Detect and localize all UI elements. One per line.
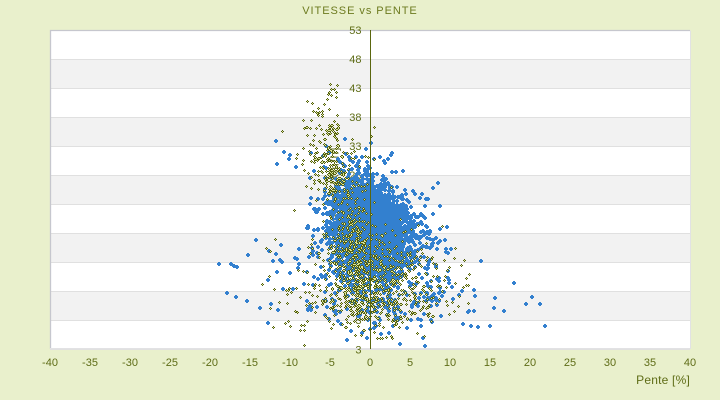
svg-text:53: 53 [349,25,361,37]
svg-text:-40: -40 [42,357,58,369]
svg-text:35: 35 [644,357,656,369]
svg-text:-25: -25 [162,357,178,369]
svg-text:25: 25 [564,357,576,369]
svg-text:0: 0 [367,357,373,369]
svg-text:-30: -30 [122,357,138,369]
svg-text:-5: -5 [325,357,335,369]
svg-text:-15: -15 [242,357,258,369]
svg-text:48: 48 [349,54,361,66]
svg-text:38: 38 [349,112,361,124]
svg-text:40: 40 [684,357,696,369]
svg-text:-20: -20 [202,357,218,369]
svg-text:33: 33 [349,141,361,153]
svg-text:Pente [%]: Pente [%] [636,373,690,387]
svg-text:30: 30 [604,357,616,369]
svg-text:-35: -35 [82,357,98,369]
svg-text:20: 20 [524,357,536,369]
svg-text:5: 5 [407,357,413,369]
svg-text:3: 3 [355,315,361,327]
svg-text:10: 10 [444,357,456,369]
svg-text:15: 15 [484,357,496,369]
svg-text:VITESSE vs PENTE: VITESSE vs PENTE [302,5,417,17]
svg-text:3: 3 [355,345,361,357]
svg-text:43: 43 [349,83,361,95]
svg-text:-10: -10 [282,357,298,369]
